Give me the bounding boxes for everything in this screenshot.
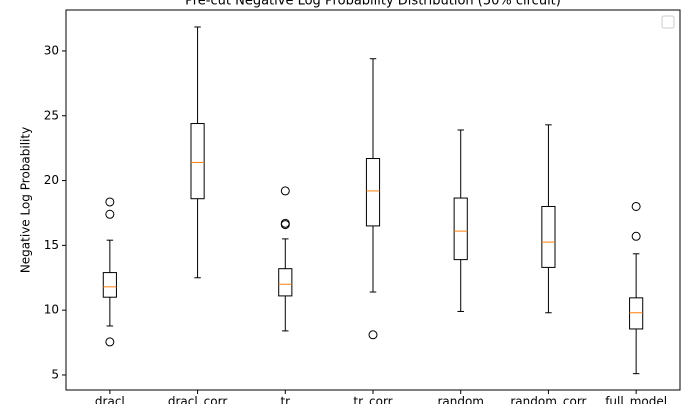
flier	[631, 231, 641, 241]
flier	[105, 197, 115, 207]
flier	[631, 201, 641, 211]
x-tick-label: tr	[280, 395, 290, 404]
flier	[280, 186, 290, 196]
flier	[105, 337, 115, 347]
y-tick-label: 25	[44, 108, 59, 122]
box	[278, 268, 293, 297]
box	[365, 158, 381, 227]
x-tick-label: random_corr	[510, 395, 586, 404]
box	[190, 123, 205, 200]
x-tick-label: dracl	[95, 395, 125, 404]
y-tick-label: 15	[44, 238, 59, 252]
box	[541, 205, 556, 268]
x-tick-label: tr_corr	[353, 395, 392, 404]
y-tick-label: 5	[51, 367, 59, 381]
box	[453, 197, 468, 261]
box	[629, 297, 644, 330]
y-tick-label: 30	[44, 43, 59, 57]
flier	[280, 220, 290, 230]
flier	[368, 330, 378, 340]
y-axis-label: Negative Log Probability	[19, 127, 33, 273]
legend	[661, 15, 675, 29]
chart-title: Pre-cut Negative Log Probability Distrib…	[185, 0, 561, 9]
y-tick-label: 10	[44, 303, 59, 317]
flier	[105, 209, 115, 219]
box	[102, 272, 117, 298]
x-tick-label: random	[437, 395, 484, 404]
y-tick-label: 20	[44, 173, 59, 187]
x-tick-label: dracl_corr	[168, 395, 227, 404]
x-tick-label: full_model	[605, 395, 667, 404]
